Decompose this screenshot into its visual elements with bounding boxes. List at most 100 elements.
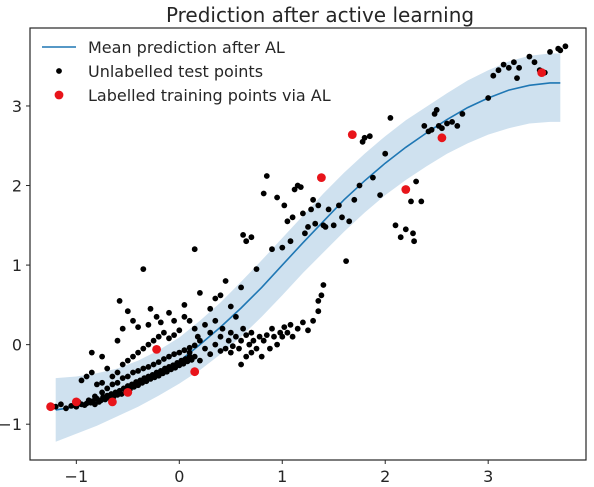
test-point xyxy=(547,49,553,55)
test-point xyxy=(260,190,267,197)
test-point xyxy=(361,134,368,141)
test-point xyxy=(505,64,512,71)
test-point xyxy=(104,385,111,392)
legend-label-test: Unlabelled test points xyxy=(88,62,263,81)
y-tick-label: 2 xyxy=(12,177,22,196)
test-point xyxy=(428,126,435,133)
training-point xyxy=(71,397,81,407)
y-tick-label: 1 xyxy=(12,256,22,275)
test-point xyxy=(315,308,322,315)
test-point xyxy=(274,194,280,201)
test-point xyxy=(253,345,260,352)
test-point xyxy=(233,333,239,340)
test-point xyxy=(186,344,193,351)
test-point xyxy=(140,345,147,352)
x-tick-label: 2 xyxy=(380,467,390,486)
test-point xyxy=(260,337,267,344)
test-point xyxy=(212,341,219,348)
test-point xyxy=(336,202,342,209)
test-point xyxy=(258,353,265,360)
test-point xyxy=(124,357,131,364)
test-point xyxy=(439,125,445,132)
test-point xyxy=(287,321,294,328)
test-point xyxy=(433,107,440,113)
test-point xyxy=(339,214,345,221)
test-point xyxy=(207,329,214,336)
test-point xyxy=(318,292,325,299)
test-point xyxy=(516,64,522,71)
training-point xyxy=(401,185,411,194)
uncertainty-band-layer xyxy=(55,53,561,442)
test-point xyxy=(166,309,172,316)
test-point xyxy=(526,53,533,60)
test-point xyxy=(233,313,239,320)
test-point xyxy=(377,192,383,199)
test-point xyxy=(312,220,319,227)
test-point xyxy=(240,232,247,238)
test-point xyxy=(150,337,157,344)
x-tick-label: −1 xyxy=(65,467,89,486)
test-point xyxy=(68,403,75,409)
test-point xyxy=(207,351,214,358)
test-point xyxy=(300,210,306,217)
test-point xyxy=(191,325,198,332)
test-point xyxy=(413,178,419,185)
x-tick-label: 1 xyxy=(277,467,287,486)
test-point xyxy=(274,341,280,348)
test-point xyxy=(124,373,131,380)
test-point xyxy=(289,333,296,340)
test-point xyxy=(495,67,502,74)
training-point xyxy=(347,130,357,140)
training-point xyxy=(190,367,200,377)
test-point xyxy=(217,292,224,299)
test-point xyxy=(263,173,270,179)
test-point xyxy=(145,341,152,348)
test-point xyxy=(402,226,409,233)
test-point xyxy=(207,305,214,312)
test-point xyxy=(356,182,363,189)
test-point xyxy=(351,196,358,203)
test-point xyxy=(310,317,316,324)
test-point xyxy=(202,345,208,352)
test-point xyxy=(135,368,142,374)
test-point xyxy=(202,321,208,328)
test-point xyxy=(197,357,203,364)
test-point xyxy=(308,206,314,213)
test-point xyxy=(222,278,229,284)
test-point xyxy=(449,119,455,125)
test-point xyxy=(124,308,131,315)
test-point xyxy=(279,244,286,251)
test-point xyxy=(300,319,306,326)
test-point xyxy=(240,325,247,332)
test-point xyxy=(410,230,416,237)
test-point xyxy=(511,59,517,66)
test-point xyxy=(99,379,105,386)
test-point xyxy=(281,324,288,330)
test-point xyxy=(157,319,164,326)
test-point xyxy=(171,317,178,324)
y-axis-ticks: −1 0 1 2 3 xyxy=(0,97,30,434)
test-point xyxy=(150,361,157,368)
legend-label-mean: Mean prediction after AL xyxy=(88,38,285,57)
test-point xyxy=(256,333,263,340)
training-point xyxy=(317,173,326,183)
y-tick-label: 3 xyxy=(12,97,22,116)
test-point xyxy=(176,327,183,334)
test-point xyxy=(88,349,95,356)
test-point xyxy=(94,381,100,388)
test-point xyxy=(243,238,250,245)
test-point xyxy=(161,356,167,362)
x-axis-ticks: −1 0 1 2 3 xyxy=(65,460,493,486)
test-point xyxy=(118,391,125,397)
test-point xyxy=(514,75,520,81)
test-point xyxy=(454,123,461,129)
test-point xyxy=(217,348,224,354)
test-point xyxy=(322,224,329,230)
test-point xyxy=(370,174,376,181)
test-point xyxy=(166,335,172,342)
test-point xyxy=(116,298,123,304)
training-point xyxy=(437,133,447,143)
test-point xyxy=(222,345,229,352)
test-point xyxy=(287,238,294,245)
